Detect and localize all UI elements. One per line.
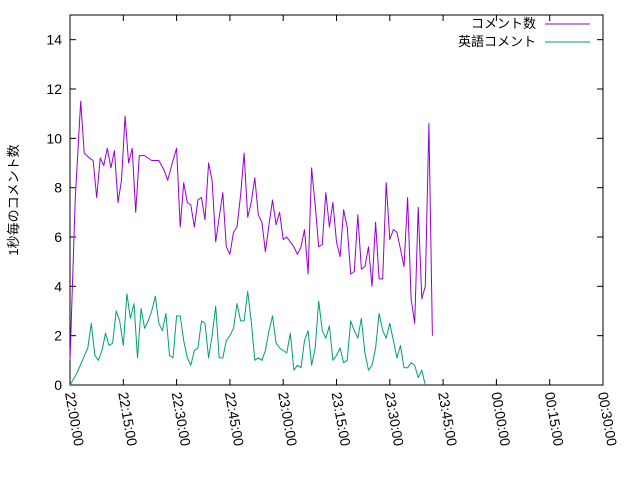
- y-tick-label: 2: [54, 328, 62, 344]
- series-group: [69, 100, 433, 386]
- x-tick-label: 23:00:00: [275, 391, 300, 448]
- y-tick-label: 8: [54, 180, 62, 196]
- x-tick-label: 23:30:00: [382, 391, 407, 448]
- y-tick-label: 14: [46, 32, 62, 48]
- x-tick-label: 22:15:00: [115, 391, 140, 448]
- series-line-2: [69, 290, 426, 386]
- x-tick-label: 22:00:00: [62, 391, 87, 448]
- y-tick-label: 4: [54, 278, 62, 294]
- y-axis-label: 1秒毎のコメント数: [6, 144, 21, 255]
- x-tick-label: 00:00:00: [488, 391, 513, 448]
- y-tick-label: 0: [54, 377, 62, 393]
- y-tick-label: 12: [46, 81, 62, 97]
- y-axis: 0 2 4 6 8 10 12 14: [46, 32, 603, 393]
- series-line-1: [69, 100, 433, 361]
- y-tick-label: 6: [54, 229, 62, 245]
- x-tick-label: 22:45:00: [222, 391, 247, 448]
- x-tick-label: 23:15:00: [329, 391, 354, 448]
- x-tick-label: 22:30:00: [169, 391, 194, 448]
- x-axis: 22:00:00 22:15:00 22:30:00 22:45:00 23:00:00…: [62, 15, 620, 447]
- x-tick-label: 00:30:00: [595, 391, 620, 448]
- x-tick-label: 23:45:00: [435, 391, 460, 448]
- x-tick-label: 00:15:00: [542, 391, 567, 448]
- plot-frame: [69, 14, 604, 386]
- legend-label-2: 英語コメント: [458, 34, 536, 49]
- y-tick-label: 10: [46, 130, 62, 146]
- legend-label-1: コメント数: [471, 16, 536, 31]
